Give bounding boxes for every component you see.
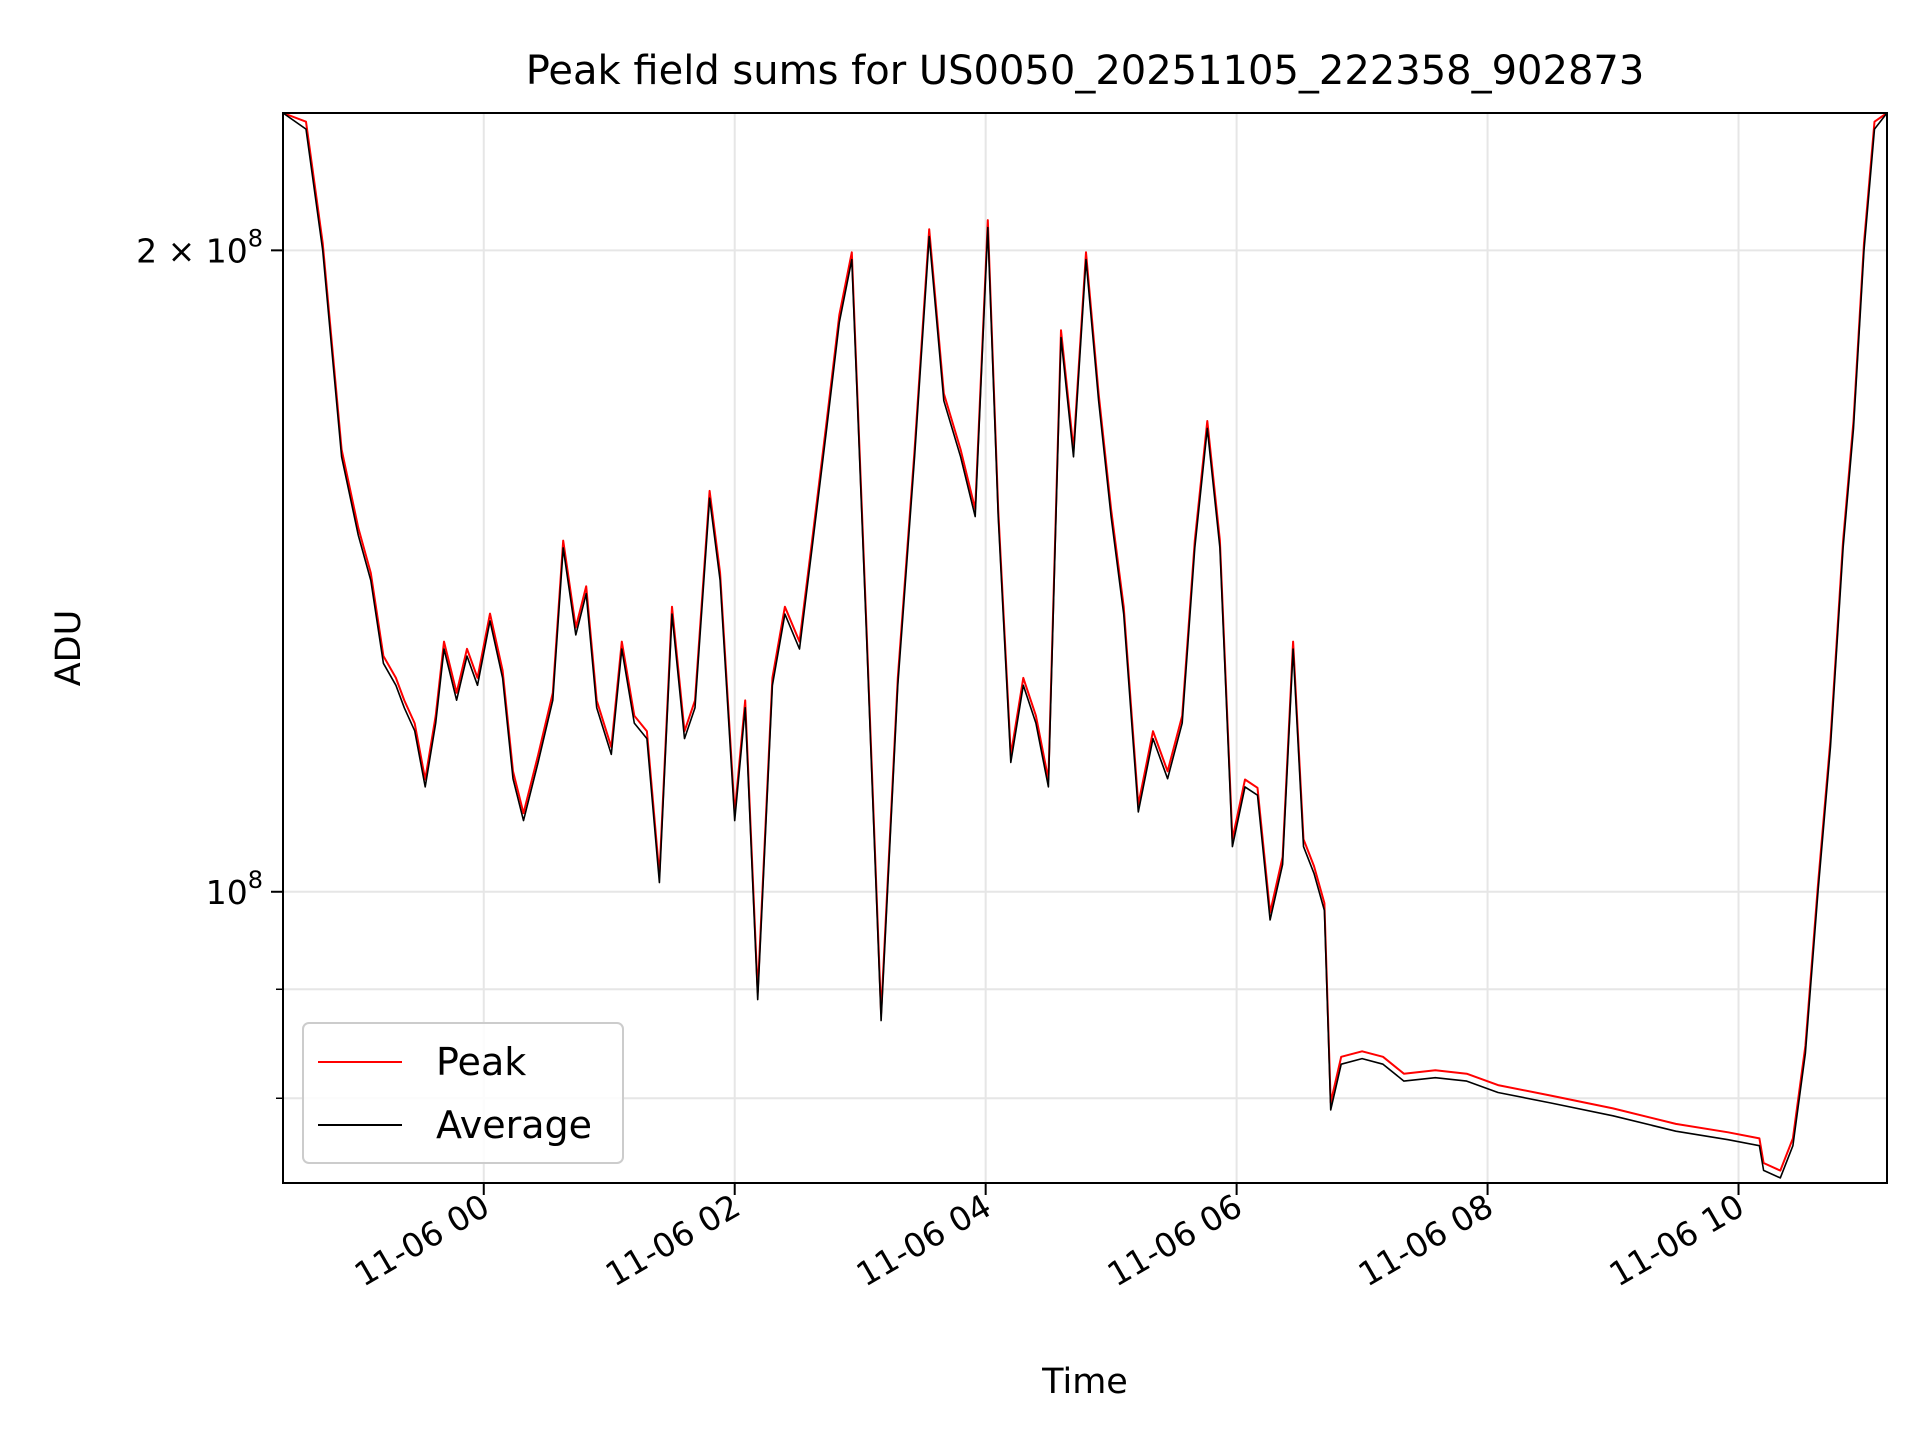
legend: Peak Average <box>302 1022 624 1164</box>
x-axis-label: Time <box>1041 1362 1128 1402</box>
y-tick-label-base: 2 × 10 <box>136 231 248 270</box>
y-tick-label-exponent: 8 <box>248 224 263 252</box>
legend-label-peak: Peak <box>436 1040 526 1084</box>
y-tick-label-base: 10 <box>206 873 248 912</box>
legend-label-average: Average <box>436 1103 592 1147</box>
series-layer <box>282 112 1888 1179</box>
legend-box <box>302 1022 624 1164</box>
plot-frame <box>282 112 1888 1184</box>
chart-title: Peak field sums for US0050_20251105_2223… <box>526 48 1645 94</box>
y-tick-label-exponent: 8 <box>248 866 263 894</box>
series-line-average <box>282 112 1888 1179</box>
y-tick-label: 2 × 108 <box>136 224 263 270</box>
y-axis-label: ADU <box>49 610 89 687</box>
y-tick-label: 108 <box>206 866 263 912</box>
